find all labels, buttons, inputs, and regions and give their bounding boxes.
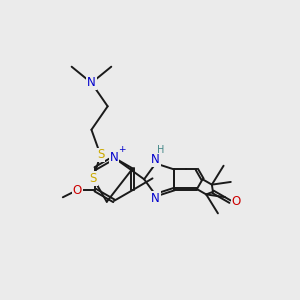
Text: +: + xyxy=(118,145,126,154)
Text: O: O xyxy=(73,184,82,196)
Text: N: N xyxy=(151,153,160,166)
Text: S: S xyxy=(90,172,97,185)
Text: H: H xyxy=(158,145,165,155)
Text: N: N xyxy=(151,192,160,205)
Text: O: O xyxy=(232,195,241,208)
Text: N: N xyxy=(87,76,96,89)
Text: S: S xyxy=(97,148,104,161)
Text: N: N xyxy=(110,151,118,164)
